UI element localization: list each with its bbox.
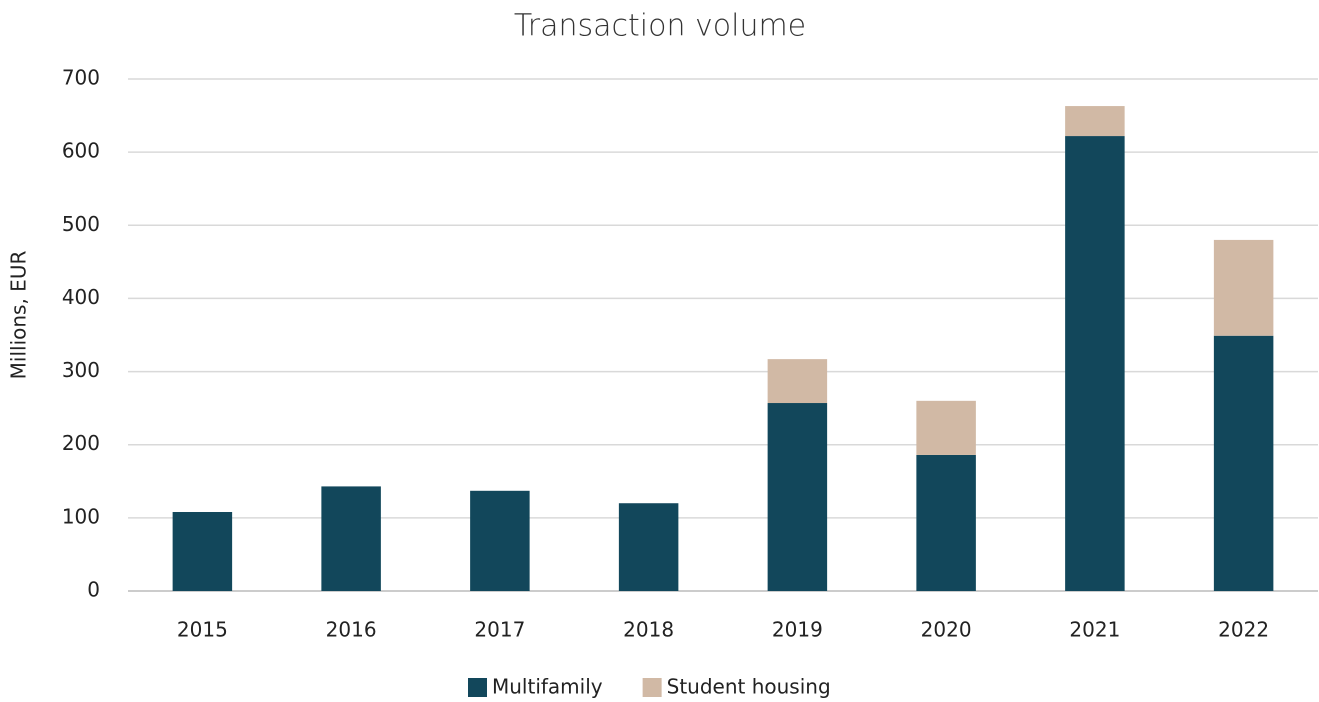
bar-segment bbox=[1213, 239, 1274, 336]
x-tick-label: 2017 bbox=[474, 618, 525, 642]
bar-segment bbox=[767, 359, 828, 404]
bar-segment bbox=[618, 503, 679, 591]
chart-title: Transaction volume bbox=[514, 9, 806, 44]
y-tick-label: 600 bbox=[62, 139, 100, 163]
bar-segment bbox=[1065, 106, 1125, 137]
x-tick-label: 2018 bbox=[623, 618, 674, 642]
y-tick-label: 700 bbox=[62, 66, 100, 90]
x-tick-label: 2021 bbox=[1069, 618, 1120, 642]
legend-label: Multifamily bbox=[492, 675, 603, 699]
legend-label: Student housing bbox=[667, 675, 831, 699]
bar-segment bbox=[916, 454, 976, 591]
x-tick-label: 2019 bbox=[772, 618, 823, 642]
bar-segment bbox=[767, 403, 828, 591]
x-tick-label: 2022 bbox=[1218, 618, 1269, 642]
y-tick-label: 200 bbox=[62, 431, 100, 455]
y-tick-label: 500 bbox=[62, 212, 100, 236]
x-tick-label: 2015 bbox=[177, 618, 228, 642]
x-tick-label: 2016 bbox=[326, 618, 377, 642]
bar-segment bbox=[321, 486, 381, 591]
bar-segment bbox=[172, 512, 233, 591]
x-tick-label: 2020 bbox=[921, 618, 972, 642]
legend-swatch bbox=[642, 678, 662, 697]
bar-segment bbox=[916, 400, 976, 455]
y-tick-label: 300 bbox=[62, 358, 100, 382]
bar-segment bbox=[1065, 136, 1125, 591]
bar-segment bbox=[470, 490, 530, 591]
bar-segment bbox=[1213, 335, 1274, 591]
y-tick-label: 100 bbox=[62, 504, 100, 528]
y-tick-label: 0 bbox=[87, 578, 100, 602]
y-tick-label: 400 bbox=[62, 285, 100, 309]
y-axis-label: Millions, EUR bbox=[7, 251, 31, 380]
legend-swatch bbox=[468, 678, 487, 697]
